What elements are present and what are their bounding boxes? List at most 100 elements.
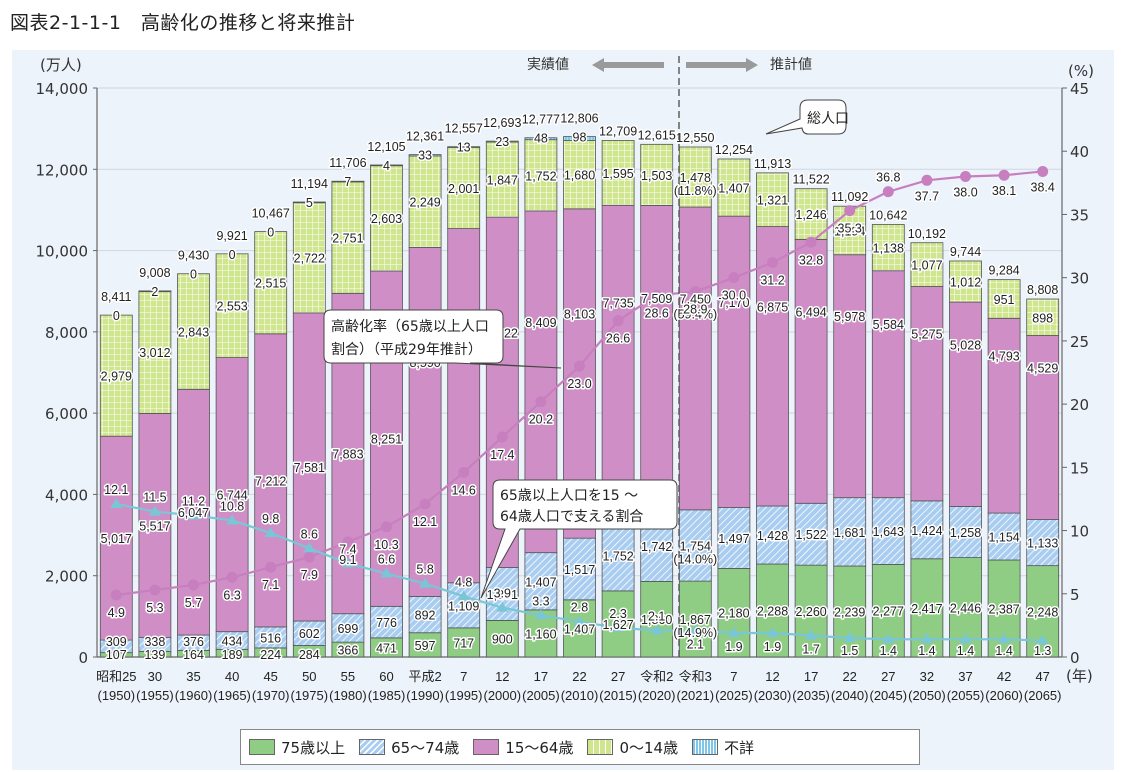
support-ratio-marker <box>612 621 625 632</box>
aging-rate-marker <box>882 186 894 198</box>
bar-segment-15-64 <box>910 286 944 502</box>
value-label-0-14: 1,321 <box>757 194 788 208</box>
left-arrow-icon <box>592 58 664 72</box>
legend: 75歳以上 65～74歳 15～64歳 0～14歳 不詳 <box>240 729 920 765</box>
value-label-75plus: 2,248 <box>1027 605 1058 619</box>
support-ratio-label: 5.8 <box>416 563 433 577</box>
support-ratio-label: 2.3 <box>609 607 626 621</box>
value-label-0-14: 2,249 <box>409 196 440 210</box>
value-label-65-74: 309 <box>106 635 127 649</box>
value-label-65-74: 338 <box>144 635 165 649</box>
value-label-65-74: 1,522 <box>795 528 826 542</box>
value-label-75plus: 1,860 <box>641 613 672 627</box>
bar-segment-0-14 <box>524 139 558 212</box>
value-label-0-14: 2,553 <box>216 300 247 314</box>
aging-rate-marker <box>998 169 1010 181</box>
value-label-15-64: 6,047 <box>178 506 209 520</box>
value-label-65-74: 1,428 <box>757 529 788 543</box>
support-ratio-marker <box>766 626 779 637</box>
x-tick-label-year: (2015) <box>599 688 637 703</box>
value-label-15-64: 6,494 <box>795 305 826 319</box>
support-ratio-callout: 65歳以上人口を15 ～ 64歳人口で支える割合 <box>480 479 678 599</box>
bar-segment-65-74 <box>447 582 481 629</box>
value-label-0-14: 1,847 <box>487 174 518 188</box>
aging-rate-marker <box>110 589 122 601</box>
aging-rate-marker <box>342 536 354 548</box>
total-callout: 総人口 <box>765 99 849 135</box>
support-ratio-marker <box>380 567 393 578</box>
bar-segment-15-64 <box>717 215 751 508</box>
value-label-15-64: 5,584 <box>873 318 904 332</box>
x-tick-label-year: (2045) <box>870 688 908 703</box>
bar-segment-0-14 <box>370 164 403 272</box>
total-label: 12,709 <box>599 124 637 138</box>
total-label: 10,192 <box>908 227 946 241</box>
support-ratio-marker <box>689 624 702 635</box>
support-ratio-label: 1.5 <box>841 644 858 658</box>
lines <box>110 165 1049 645</box>
x-tick-label-era: 42 <box>997 669 1011 684</box>
support-ratio-marker <box>843 632 856 643</box>
x-tick-label-era: 45 <box>263 669 277 684</box>
aging-rate-label: 20.2 <box>529 413 553 427</box>
x-tick-label-era: 12 <box>765 669 779 684</box>
value-label-65-74: 1,154 <box>988 531 1019 545</box>
aging-rate-label: 28.6 <box>645 306 669 320</box>
unknown-value-label: 2 <box>151 285 158 299</box>
value-label-15-64: 4,793 <box>988 350 1019 364</box>
value-label-15-64: 5,978 <box>834 310 865 324</box>
support-ratio-marker <box>882 633 895 644</box>
x-tick-label-year: (2035) <box>792 688 830 703</box>
aging-rate-label: 32.8 <box>799 253 823 267</box>
value-label-75plus: 2,260 <box>795 605 826 619</box>
aging-rate-label: 37.7 <box>915 189 939 203</box>
value-label-75plus: 189 <box>222 648 243 662</box>
bar-segment-unknown <box>485 140 519 143</box>
x-tick-label-year: (2030) <box>754 688 792 703</box>
bar-segment-75plus <box>447 627 481 658</box>
value-label-75plus: 2,387 <box>988 602 1019 616</box>
bar-segment-15-64 <box>601 204 635 521</box>
value-label-65-74: 892 <box>415 609 436 623</box>
total-callout-text: 総人口 <box>807 111 849 127</box>
x-tick-label-era: 22 <box>572 669 586 684</box>
support-callout-line2: 64歳人口で支える割合 <box>500 508 643 525</box>
support-ratio-label: 2.1 <box>687 637 704 651</box>
bar-segment-0-14 <box>756 172 789 227</box>
value-label-75plus: 1,407 <box>564 622 595 636</box>
bar-segment-75plus <box>485 620 519 658</box>
bar-segment-0-14 <box>177 273 210 390</box>
bar-segment-65-74 <box>524 552 558 611</box>
support-ratio-label: 4.8 <box>455 575 472 589</box>
value-label-0-14: 2,843 <box>178 326 209 340</box>
unknown-value-label: 48 <box>534 132 548 146</box>
bar-segment-75plus <box>678 580 712 658</box>
value-label-0-14: 1,595 <box>602 167 633 181</box>
support-ratio-marker <box>727 626 740 637</box>
unknown-value-label: 33 <box>418 149 432 163</box>
value-label-0-14: 2,603 <box>371 212 402 226</box>
unknown-value-label: 7 <box>344 175 351 189</box>
total-label: 11,913 <box>754 157 791 171</box>
support-ratio-marker <box>110 498 123 509</box>
bar-segment-65-74 <box>756 505 789 565</box>
y2-tick-label: 30 <box>1070 270 1089 288</box>
axes: 0 2,000 4,000 6,000 8,000 10,000 12,000 14,000 0… <box>36 80 1090 667</box>
aging-rate-marker <box>921 174 933 186</box>
aging-rate-marker <box>226 571 238 583</box>
value-label-15-64: 7,450 <box>680 292 711 306</box>
aging-rate-marker <box>728 272 740 284</box>
y-tick-label: 2,000 <box>45 568 88 586</box>
support-ratio-marker <box>341 557 354 568</box>
value-label-15-64: 8,409 <box>525 316 556 330</box>
y2-tick-label: 40 <box>1070 143 1089 161</box>
support-ratio-marker <box>496 601 509 612</box>
value-label-15-64: 7,509 <box>641 292 672 306</box>
bar-segment-0-14 <box>485 141 519 218</box>
support-ratio-label: 12.1 <box>104 483 128 497</box>
value-label-75plus: 717 <box>453 636 474 650</box>
x-tick-label-year: (2025) <box>715 688 753 703</box>
value-label-75plus: 224 <box>260 648 281 662</box>
aging-rate-label: 6.3 <box>223 588 240 602</box>
value-label-75plus: 597 <box>415 639 436 653</box>
